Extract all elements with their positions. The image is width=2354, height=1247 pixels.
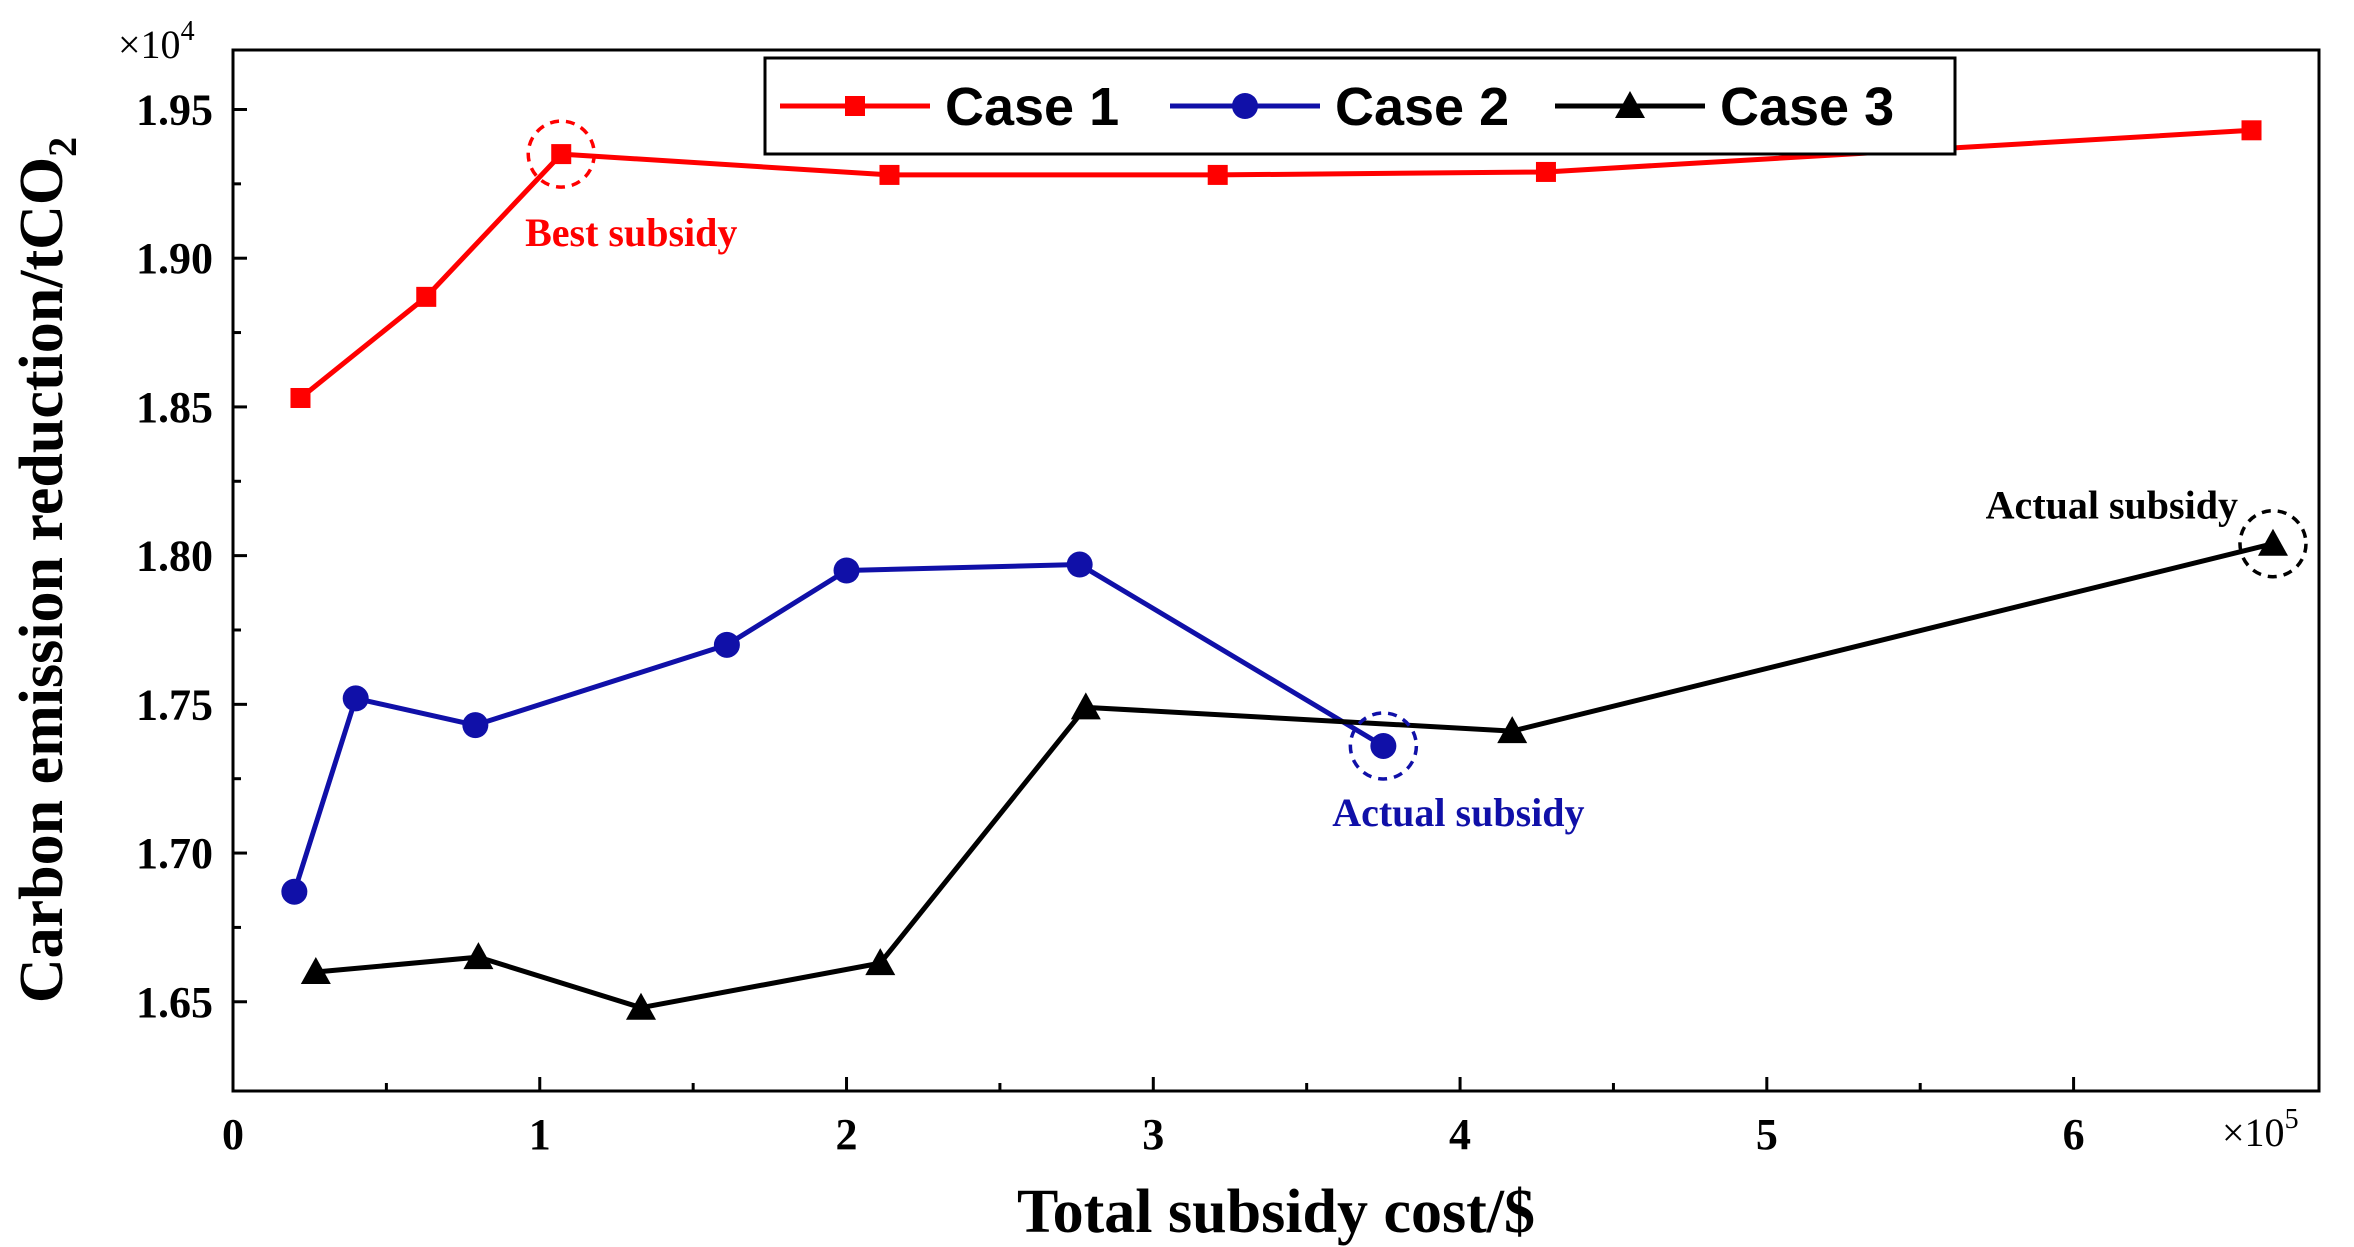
data-point [1066, 551, 1093, 578]
x-tick-label: 2 [836, 1110, 858, 1159]
axes: 0 1 2 3 4 5 6 1.65 1.70 1.75 1.80 1.85 1.90 1.95 [136, 85, 2085, 1159]
y-tick-label: 1.80 [136, 532, 213, 581]
x-tick-label: 3 [1142, 1110, 1164, 1159]
series-line [291, 562, 1385, 893]
data-point [625, 992, 656, 1020]
series-line [298, 127, 2252, 400]
y-tick-label: 1.90 [136, 234, 213, 283]
annotation-label: Best subsidy [525, 210, 737, 255]
y-axis-title-main: Carbon emission reduction/tCO [8, 157, 76, 1003]
data-point [342, 685, 369, 712]
annotation-label: Actual subsidy [1332, 790, 1584, 835]
legend-label: Case 1 [945, 77, 1119, 137]
x-tick-label: 5 [1756, 1110, 1778, 1159]
plot-area [231, 48, 2321, 1093]
data-point [833, 557, 860, 584]
legend-entry: Case 3 [1555, 77, 1894, 137]
x-tick-label: 6 [2063, 1110, 2085, 1159]
y-multiplier: ×104 [118, 16, 195, 67]
annotation-label: Actual subsidy [1986, 483, 2238, 528]
series-layer [281, 120, 2288, 1020]
legend-marker [845, 96, 865, 116]
plot-frame [231, 48, 2321, 1093]
data-point [281, 878, 308, 905]
data-point [2241, 120, 2262, 141]
legend-label: Case 3 [1720, 77, 1894, 137]
data-point [1370, 732, 1397, 759]
legend-marker [1232, 93, 1258, 119]
annotation-circle [526, 119, 596, 189]
data-point [1207, 164, 1228, 185]
data-point [1497, 716, 1528, 744]
data-point [463, 942, 494, 970]
series-3 [300, 528, 2288, 1020]
x-multiplier-exp: 5 [2285, 1104, 2299, 1135]
legend: Case 1 Case 2 Case 3 [763, 56, 1957, 156]
data-point [462, 712, 489, 739]
y-multiplier-base: ×10 [118, 22, 181, 67]
y-axis-title: Carbon emission reduction/tCO2 [8, 137, 85, 1003]
x-tick-label: 0 [222, 1110, 244, 1159]
legend-marker [1615, 91, 1645, 118]
x-tick-label: 4 [1449, 1110, 1471, 1159]
x-tick-label: 1 [529, 1110, 551, 1159]
y-tick-label: 1.95 [136, 85, 213, 134]
legend-label: Case 2 [1335, 77, 1509, 137]
data-point [416, 286, 437, 307]
data-point [1535, 161, 1556, 182]
annotation-circle [2238, 508, 2308, 579]
y-tick-label: 1.85 [136, 383, 213, 432]
x-multiplier: ×105 [2222, 1104, 2299, 1155]
annotations: Best subsidy Actual subsidy Actual subsidy [525, 119, 2308, 835]
y-tick-label: 1.75 [136, 680, 213, 729]
series-line [315, 541, 2274, 1011]
data-point [551, 144, 572, 165]
data-point [865, 948, 896, 976]
y-tick-label: 1.70 [136, 829, 213, 878]
series-2 [281, 551, 1397, 905]
legend-box [763, 56, 1957, 156]
data-point [300, 957, 331, 985]
data-point [713, 631, 740, 658]
data-point [2257, 528, 2288, 556]
legend-entry: Case 1 [780, 77, 1119, 137]
y-multiplier-exp: 4 [181, 16, 195, 47]
y-axis-title-subscript: 2 [40, 137, 85, 157]
x-multiplier-base: ×10 [2222, 1110, 2285, 1155]
y-tick-label: 1.65 [136, 978, 213, 1027]
data-point [1070, 692, 1101, 720]
series-1 [290, 120, 2262, 408]
data-point [879, 164, 900, 185]
legend-entry: Case 2 [1170, 77, 1509, 137]
x-axis-title: Total subsidy cost/$ [1017, 1178, 1535, 1246]
data-point [290, 387, 311, 408]
annotation-circle [1348, 711, 1419, 781]
